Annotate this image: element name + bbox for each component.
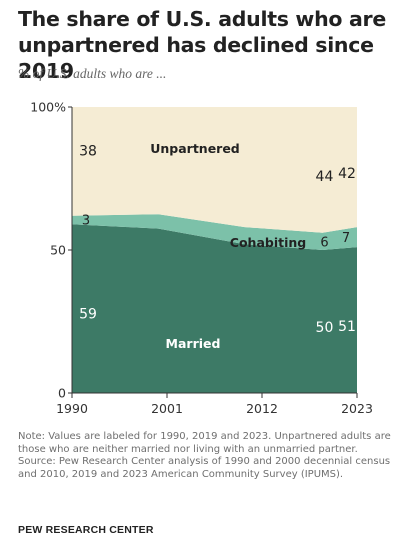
note-text: Note: Values are labeled for 1990, 2019 … [18, 431, 391, 455]
source-text: Source: Pew Research Center analysis of … [18, 456, 391, 480]
value-label-cohabiting-2019: 6 [320, 235, 328, 250]
brand-logo-text: PEW RESEARCH CENTER [18, 524, 154, 536]
value-label-married-1990: 59 [79, 307, 97, 323]
series-label-cohabiting: Cohabiting [230, 235, 306, 250]
x-tick-label-2023: 2023 [341, 401, 373, 416]
x-tick-label-2001: 2001 [151, 401, 183, 416]
footnote: Note: Values are labeled for 1990, 2019 … [18, 431, 403, 481]
value-label-unpartnered-2023: 42 [338, 166, 356, 182]
value-label-unpartnered-1990: 38 [79, 143, 97, 159]
series-label-unpartnered: Unpartnered [150, 141, 240, 156]
x-tick-label-1990: 1990 [56, 401, 88, 416]
value-label-married-2019: 50 [316, 320, 334, 336]
chart-subtitle: % of U.S. adults who are ... [18, 66, 167, 81]
y-tick-label-50: 50 [50, 243, 66, 258]
area-cohabiting [72, 214, 357, 250]
chart-title: The share of U.S. adults who are unpartn… [18, 7, 386, 83]
value-label-cohabiting-2023: 7 [342, 231, 350, 246]
value-label-unpartnered-2019: 44 [316, 169, 334, 185]
value-label-married-2023: 51 [338, 319, 356, 335]
area-married [72, 224, 357, 393]
area-unpartnered [72, 107, 357, 233]
y-tick-label-0: 0 [58, 386, 66, 401]
value-label-cohabiting-1990: 3 [82, 214, 90, 229]
x-tick-label-2012: 2012 [246, 401, 278, 416]
y-tick-label-100: 100% [30, 100, 66, 115]
series-label-married: Married [166, 336, 221, 351]
